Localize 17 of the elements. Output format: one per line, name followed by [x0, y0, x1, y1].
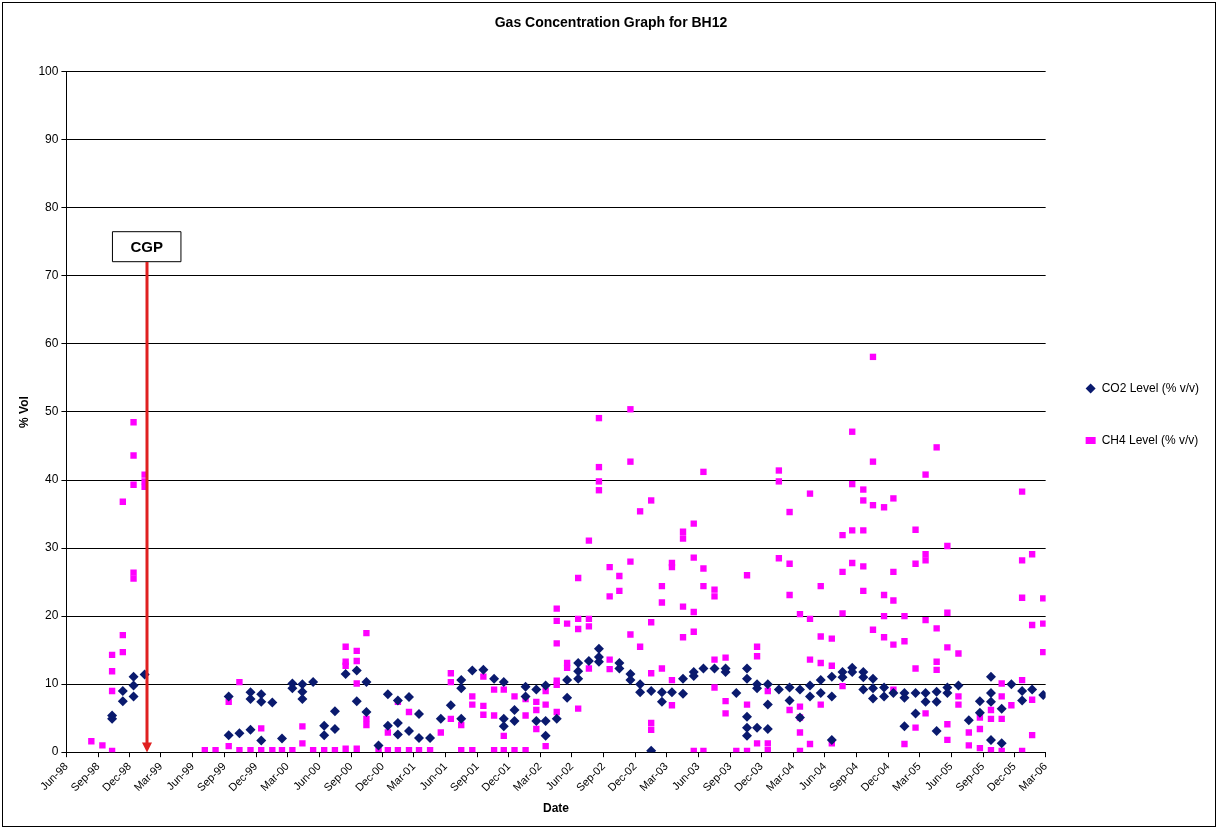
y-tick-label: 0 — [51, 744, 59, 759]
legend-label: CH4 Level (% v/v) — [1101, 432, 1199, 447]
y-tick-label: 50 — [45, 404, 59, 419]
y-tick-label: 100 — [38, 64, 59, 79]
y-tick-label: 10 — [45, 676, 59, 691]
y-tick-label: 20 — [45, 608, 59, 623]
ref-line-label: CGP — [130, 237, 163, 255]
chart-title: Gas Concentration Graph for BH12 — [494, 14, 728, 31]
y-tick-label: 40 — [45, 472, 59, 487]
y-tick-label: 70 — [45, 268, 59, 283]
x-axis-title: Date — [543, 801, 570, 816]
y-tick-label: 30 — [45, 540, 59, 555]
y-tick-label: 90 — [45, 132, 59, 147]
y-axis-title: % Vol — [16, 396, 31, 428]
y-tick-label: 60 — [45, 336, 59, 351]
legend-label: CO2 Level (% v/v) — [1101, 380, 1199, 395]
y-tick-label: 80 — [45, 200, 59, 215]
